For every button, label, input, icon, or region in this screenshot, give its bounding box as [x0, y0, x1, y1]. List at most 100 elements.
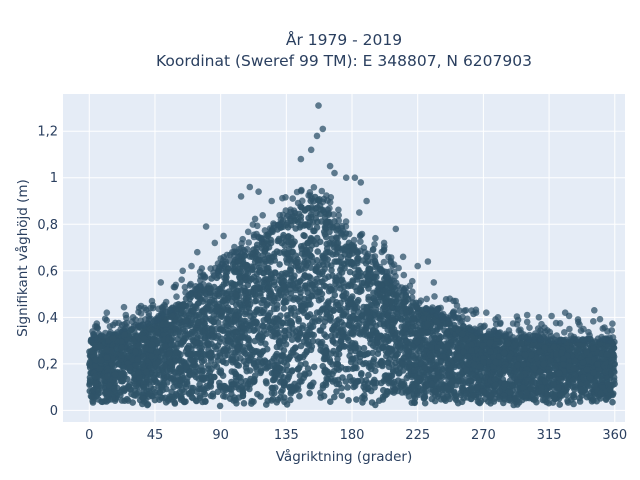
data-point: [403, 338, 410, 345]
data-point: [239, 343, 247, 351]
data-point: [329, 326, 336, 333]
data-point: [367, 387, 375, 395]
data-point: [297, 361, 305, 369]
data-point: [318, 338, 326, 346]
data-point: [289, 325, 297, 332]
data-point: [604, 343, 612, 350]
data-point: [219, 358, 227, 366]
data-point: [192, 373, 200, 381]
data-point: [255, 332, 263, 339]
data-point: [247, 375, 254, 383]
data-point: [139, 360, 146, 368]
data-point: [166, 350, 173, 358]
data-point: [276, 378, 284, 386]
data-point: [362, 359, 369, 367]
data-point: [570, 400, 577, 408]
data-point: [159, 350, 166, 357]
data-point: [246, 322, 254, 330]
data-point: [288, 248, 296, 256]
data-point: [253, 244, 260, 252]
data-point: [303, 285, 311, 292]
data-point: [217, 308, 225, 316]
data-point: [446, 395, 454, 403]
data-point: [590, 345, 597, 352]
data-point: [273, 370, 280, 377]
data-point: [359, 257, 367, 264]
data-point: [431, 388, 438, 395]
data-point: [520, 361, 527, 368]
data-point: [260, 260, 268, 268]
data-point: [388, 327, 395, 335]
data-point: [353, 396, 360, 403]
data-point: [320, 261, 327, 268]
data-point: [152, 360, 160, 368]
data-point: [135, 342, 143, 350]
data-point: [321, 305, 328, 313]
data-point: [210, 333, 217, 340]
data-point: [214, 342, 222, 350]
data-point: [329, 272, 336, 279]
data-point: [454, 345, 462, 353]
data-point: [445, 319, 452, 327]
data-point: [555, 370, 563, 377]
data-point: [365, 371, 372, 379]
data-point: [273, 399, 281, 406]
data-point: [536, 368, 544, 376]
data-point: [328, 240, 335, 248]
data-point: [335, 380, 343, 388]
data-point: [329, 337, 336, 344]
data-point: [402, 324, 410, 332]
data-point: [354, 259, 361, 267]
data-point: [146, 389, 154, 397]
data-point: [356, 288, 363, 296]
data-point: [405, 363, 413, 371]
data-point: [438, 380, 445, 387]
data-point: [161, 362, 168, 370]
data-point: [263, 379, 270, 387]
data-point: [373, 279, 381, 287]
data-point: [350, 245, 358, 253]
data-point: [351, 364, 359, 371]
data-point: [144, 401, 152, 408]
data-point: [420, 315, 427, 322]
data-point: [597, 389, 605, 397]
data-point: [460, 348, 467, 356]
data-point: [256, 350, 263, 358]
data-point: [326, 249, 334, 256]
data-point: [531, 396, 538, 404]
data-point: [239, 389, 247, 397]
data-point: [310, 363, 318, 371]
data-point: [272, 269, 279, 277]
data-point: [388, 304, 396, 312]
data-point: [316, 309, 324, 316]
data-point: [220, 347, 228, 355]
data-point: [583, 349, 590, 356]
data-point: [304, 365, 312, 372]
data-point: [256, 266, 263, 274]
data-point: [153, 348, 161, 356]
data-point: [180, 301, 187, 308]
data-point: [287, 264, 295, 271]
data-point: [322, 275, 329, 282]
data-point: [357, 269, 364, 277]
data-point: [380, 386, 387, 394]
data-point: [204, 384, 211, 392]
data-point: [345, 336, 352, 344]
data-point: [433, 368, 440, 375]
data-point: [583, 366, 591, 374]
data-point: [375, 346, 383, 353]
data-point: [234, 344, 241, 352]
data-point: [218, 335, 225, 343]
data-point: [397, 340, 404, 347]
data-point: [204, 362, 212, 369]
data-point: [360, 344, 368, 352]
data-point: [261, 248, 269, 255]
data-point: [120, 364, 127, 371]
data-point: [510, 341, 518, 349]
data-point: [277, 322, 285, 330]
data-point: [368, 399, 376, 406]
data-point: [218, 313, 226, 321]
data-point: [342, 365, 350, 373]
data-point: [468, 386, 475, 393]
data-point: [338, 337, 345, 345]
